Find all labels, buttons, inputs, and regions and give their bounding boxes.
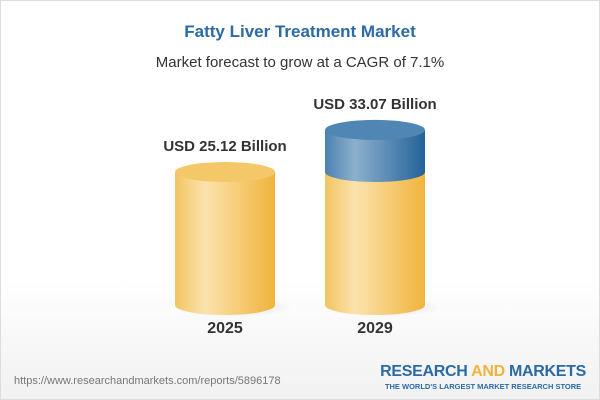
cylinder-growth-body [325, 129, 425, 182]
cylinder-base-body [175, 172, 275, 315]
chart-subtitle: Market forecast to grow at a CAGR of 7.1… [155, 54, 445, 71]
cylinder-top [325, 119, 425, 140]
chart-title: Fatty Liver Treatment Market [184, 22, 416, 41]
logo-word: RESEARCH [380, 363, 468, 380]
data-label: USD 25.12 Billion [163, 138, 286, 155]
data-label: USD 33.07 Billion [313, 96, 436, 113]
category-label: 2029 [357, 320, 393, 337]
logo-word: AND [471, 363, 505, 380]
source-url[interactable]: https://www.researchandmarkets.com/repor… [14, 375, 281, 387]
cylinder-base-body [325, 172, 425, 315]
logo-word: MARKETS [508, 363, 586, 380]
category-label: 2025 [207, 320, 243, 337]
cylinder-top [175, 162, 275, 182]
logo-tagline: THE WORLD'S LARGEST MARKET RESEARCH STOR… [384, 382, 582, 391]
research-and-markets-logo: RESEARCH AND MARKETS THE WORLD'S LARGEST… [380, 363, 586, 391]
